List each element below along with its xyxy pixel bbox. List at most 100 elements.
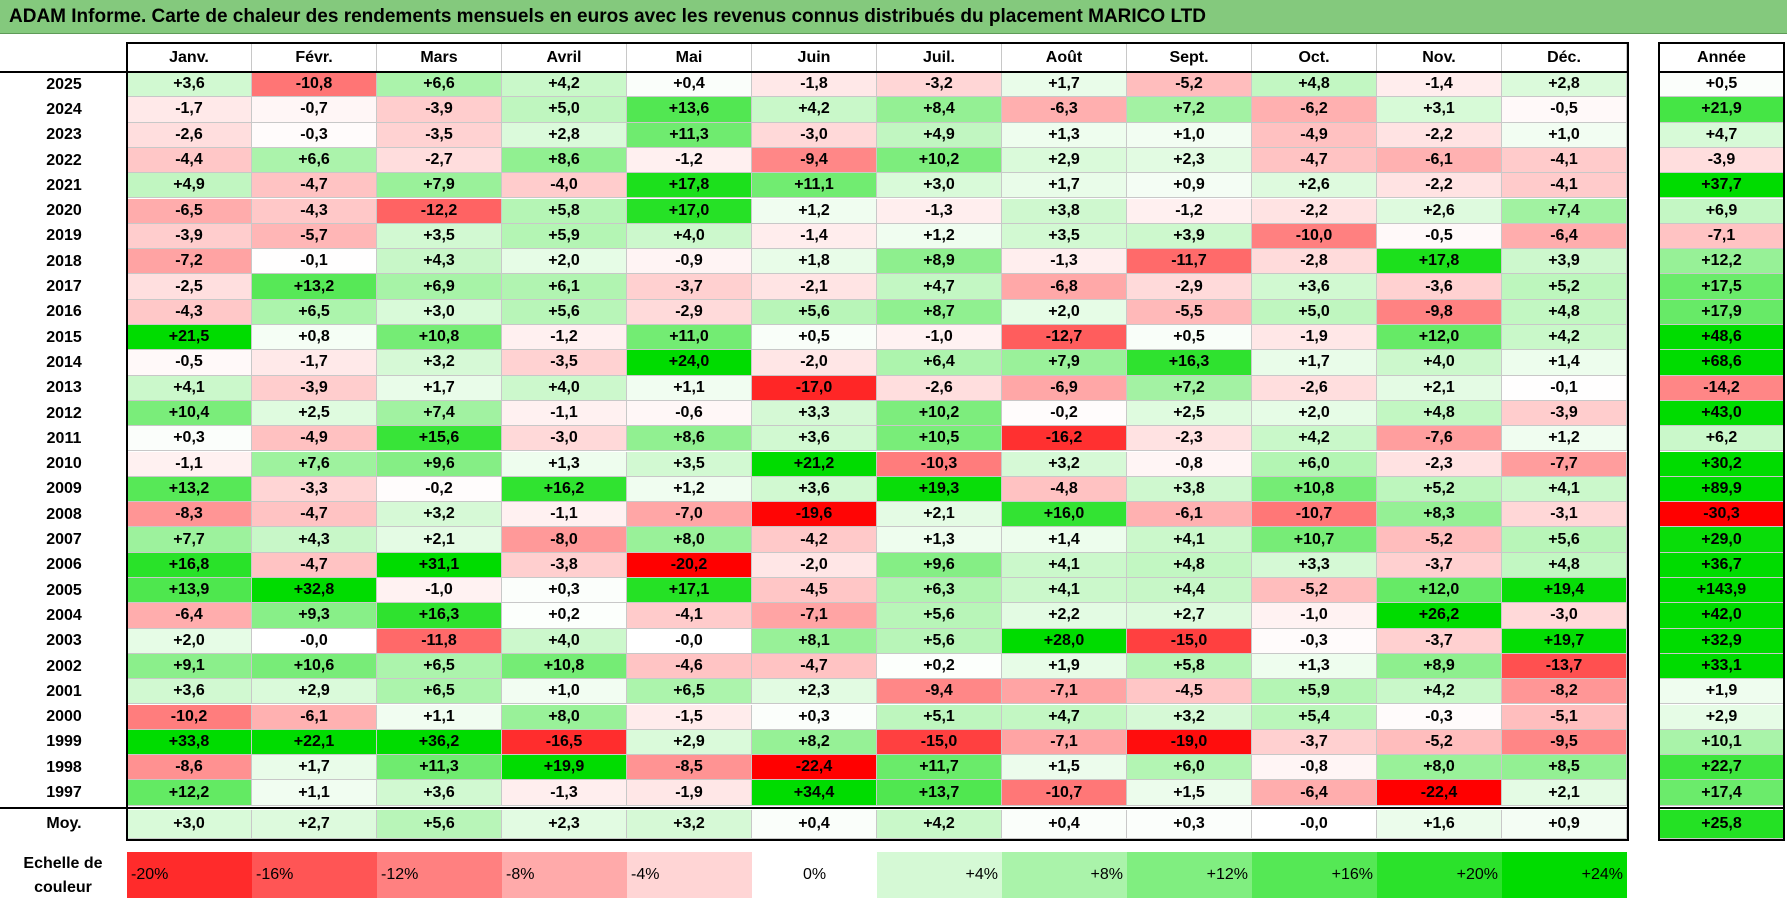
heat-cell: -2,6 xyxy=(127,122,252,148)
heat-cell: +8,9 xyxy=(1377,653,1502,680)
annual-cell: +22,7 xyxy=(1660,755,1784,781)
heat-cell: +3,6 xyxy=(752,426,877,452)
heat-cell: +6,6 xyxy=(377,72,502,98)
heat-cell: +5,0 xyxy=(1252,299,1377,325)
heat-cell: -3,9 xyxy=(1502,400,1627,427)
heat-cell: +2,8 xyxy=(502,122,627,148)
heat-cell: -4,9 xyxy=(1252,122,1377,148)
heat-cell: +3,2 xyxy=(377,502,502,528)
heat-cell: -0,5 xyxy=(127,350,252,376)
heat-cell: +13,6 xyxy=(627,97,752,123)
heat-cell: +4,0 xyxy=(627,223,752,250)
heat-cell: +22,1 xyxy=(252,729,377,756)
heat-cell: -16,5 xyxy=(502,729,627,756)
scale-step: +4% xyxy=(877,852,1002,898)
heat-cell: +0,4 xyxy=(627,72,752,98)
heat-cell: -4,1 xyxy=(1502,173,1627,199)
average-cell: +4,2 xyxy=(877,809,1002,839)
heat-cell: -2,1 xyxy=(752,274,877,300)
heat-cell: -1,1 xyxy=(502,502,627,528)
heat-cell: -5,5 xyxy=(1127,299,1252,325)
heat-cell: -13,7 xyxy=(1502,653,1627,680)
heat-cell: +10,2 xyxy=(877,400,1002,427)
heat-cell: +1,3 xyxy=(877,527,1002,553)
heat-cell: +1,1 xyxy=(627,375,752,401)
heat-cell: +1,2 xyxy=(877,223,1002,250)
heat-cell: +4,1 xyxy=(1002,578,1127,604)
heat-cell: -7,7 xyxy=(1502,451,1627,477)
heat-cell: +13,2 xyxy=(252,274,377,300)
scale-label-line1: Echelle de xyxy=(23,855,103,872)
heat-cell: +1,4 xyxy=(1002,527,1127,553)
heat-cell: +4,1 xyxy=(127,375,252,401)
heat-cell: +10,8 xyxy=(377,325,502,351)
heat-cell: +1,7 xyxy=(1002,173,1127,199)
year-label: 2004 xyxy=(46,606,82,624)
heat-cell: +13,7 xyxy=(877,780,1002,806)
heat-cell: -0,2 xyxy=(1002,400,1127,427)
heat-cell: +3,6 xyxy=(1252,274,1377,300)
heat-cell: +2,6 xyxy=(1252,173,1377,199)
heat-cell: +4,9 xyxy=(877,122,1002,148)
annual-cell: +43,0 xyxy=(1660,400,1784,427)
annual-cell: +36,7 xyxy=(1660,552,1784,578)
heat-cell: -1,2 xyxy=(1127,198,1252,224)
year-label: 2021 xyxy=(46,176,82,194)
heat-cell: +3,6 xyxy=(377,780,502,806)
month-header: Nov. xyxy=(1377,44,1502,72)
heat-cell: -1,3 xyxy=(1002,249,1127,275)
heat-cell: +2,6 xyxy=(1377,198,1502,224)
heat-cell: -8,3 xyxy=(127,502,252,528)
heat-cell: +6,5 xyxy=(377,653,502,680)
annual-cell: +32,9 xyxy=(1660,628,1784,654)
heat-cell: -5,2 xyxy=(1252,578,1377,604)
heat-cell: +8,0 xyxy=(627,527,752,553)
heat-cell: +6,0 xyxy=(1252,451,1377,477)
annual-cell: +6,2 xyxy=(1660,426,1784,452)
heat-cell: +3,0 xyxy=(877,173,1002,199)
heat-cell: +9,1 xyxy=(127,653,252,680)
heat-cell: -12,7 xyxy=(1002,325,1127,351)
annual-cell: +17,4 xyxy=(1660,780,1784,806)
heat-cell: -10,7 xyxy=(1252,502,1377,528)
heat-cell: +34,4 xyxy=(752,780,877,806)
month-header: Juil. xyxy=(877,44,1002,72)
heat-cell: +5,9 xyxy=(1252,679,1377,705)
heat-cell: +2,3 xyxy=(1127,147,1252,174)
heat-cell: -8,2 xyxy=(1502,679,1627,705)
heat-cell: +31,1 xyxy=(377,552,502,578)
heat-cell: -15,0 xyxy=(1127,628,1252,654)
heat-cell: +3,2 xyxy=(377,350,502,376)
heat-cell: -6,4 xyxy=(127,603,252,629)
heat-cell: -3,5 xyxy=(502,350,627,376)
scale-step: -20% xyxy=(127,852,252,898)
heat-cell: +11,0 xyxy=(627,325,752,351)
heat-cell: +4,0 xyxy=(502,628,627,654)
heat-cell: +5,0 xyxy=(502,97,627,123)
heat-cell: +7,2 xyxy=(1127,375,1252,401)
heat-cell: -16,2 xyxy=(1002,426,1127,452)
heat-cell: -3,6 xyxy=(1377,274,1502,300)
annual-cell: +1,9 xyxy=(1660,679,1784,705)
heat-cell: +16,2 xyxy=(502,476,627,503)
heat-cell: +1,1 xyxy=(377,704,502,730)
annual-cell: +12,2 xyxy=(1660,249,1784,275)
average-cell: +0,3 xyxy=(1127,809,1252,839)
heat-cell: +4,2 xyxy=(1377,679,1502,705)
heat-cell: +4,2 xyxy=(1252,426,1377,452)
heat-cell: -3,0 xyxy=(502,426,627,452)
heat-cell: +4,8 xyxy=(1127,552,1252,578)
heat-cell: -0,8 xyxy=(1127,451,1252,477)
heat-cell: +15,6 xyxy=(377,426,502,452)
month-header: Mars xyxy=(377,44,502,72)
heat-cell: +7,9 xyxy=(377,173,502,199)
month-header: Janv. xyxy=(127,44,252,72)
heat-cell: +3,5 xyxy=(377,223,502,250)
heat-cell: +3,9 xyxy=(1502,249,1627,275)
year-label: 2015 xyxy=(46,328,82,346)
annual-cell: -7,1 xyxy=(1660,223,1784,250)
year-label: 2013 xyxy=(46,379,82,397)
heat-cell: +3,2 xyxy=(1002,451,1127,477)
year-label: 2024 xyxy=(46,100,82,118)
heat-cell: +11,3 xyxy=(377,755,502,781)
